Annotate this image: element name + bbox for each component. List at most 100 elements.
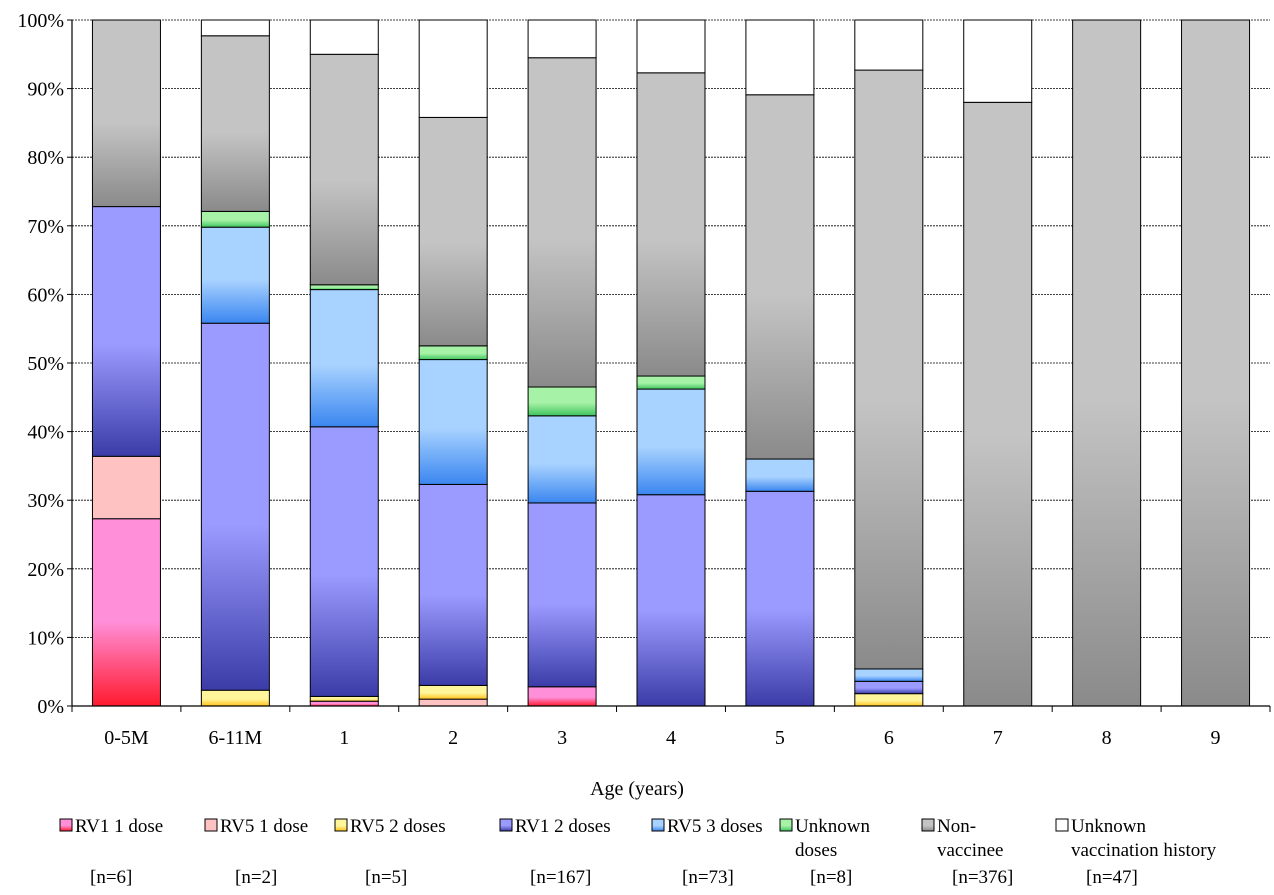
y-tick-labels: 0% 10% 20% 30% 40% 50% 60% 70% 80% 90% 100% — [17, 10, 64, 718]
y-tick-label: 40% — [27, 422, 64, 444]
bar-segment-rv5-2-doses — [854, 693, 924, 707]
x-axis-title: Age (years) — [590, 778, 684, 800]
bar-segment-rv5-1-dose — [91, 455, 161, 520]
x-tick-label: 8 — [1102, 727, 1112, 749]
x-tick-label: 4 — [666, 727, 676, 749]
legend-label: doses — [795, 840, 837, 861]
legend-item-rv5-2-doses: RV5 2 doses [n=5] — [334, 816, 446, 888]
y-tick-label: 50% — [27, 353, 64, 375]
bar-segment-rv5-3-doses — [636, 388, 706, 496]
bar-segment-rv5-3-doses — [200, 226, 270, 324]
bar-segment-non-vaccinee — [200, 35, 270, 212]
legend-swatch — [921, 818, 935, 832]
bar-segment-rv1-2-doses — [854, 680, 924, 695]
legend-count: [n=8] — [810, 867, 852, 888]
legend-swatch — [1055, 818, 1069, 832]
x-tick-label: 6 — [884, 727, 894, 749]
bar-segment-unknown-doses — [309, 284, 379, 291]
bar-segment-rv5-2-doses — [418, 684, 488, 700]
bar-segment-rv1-2-doses — [527, 502, 597, 688]
bar-segment-rv1-2-doses — [309, 426, 379, 697]
x-tick-label: 6-11M — [209, 727, 263, 749]
legend-count: [n=47] — [1086, 867, 1138, 888]
bar-segment-unknown-vaccination-history — [200, 19, 270, 37]
y-tick-label: 20% — [27, 559, 64, 581]
y-tick-label: 100% — [17, 10, 64, 32]
legend-item-unknown-vaccination-history: Unknown vaccination history [n=47] — [1055, 816, 1217, 888]
legend-label: RV5 1 dose — [220, 816, 308, 837]
bar-segment-rv5-3-doses — [745, 458, 815, 492]
bar-segment-unknown-vaccination-history — [527, 19, 597, 59]
x-tick-label: 1 — [339, 727, 349, 749]
y-tick-label: 60% — [27, 284, 64, 306]
bar-segment-rv5-3-doses — [527, 415, 597, 504]
bar-segment-rv1-1-dose — [309, 700, 379, 707]
bar-segment-rv5-2-doses — [309, 695, 379, 702]
legend-item-non-vaccinee: Non-vaccinee [n=376] — [921, 816, 1013, 888]
y-tick-label: 90% — [27, 79, 64, 101]
y-tick-label: 0% — [37, 696, 64, 718]
legend-item-unknown-doses: Unknown doses [n=8] — [779, 816, 870, 888]
y-tick-label: 80% — [27, 147, 64, 169]
legend-count: [n=167] — [530, 867, 591, 888]
bar-segment-unknown-doses — [527, 386, 597, 417]
legend-label: vaccinee — [937, 840, 1003, 861]
bars — [91, 19, 1251, 707]
bar-segment-non-vaccinee — [527, 57, 597, 388]
legend-count: [n=376] — [952, 867, 1013, 888]
bar-segment-unknown-doses — [418, 345, 488, 361]
bar-segment-unknown-vaccination-history — [418, 19, 488, 118]
bar-segment-unknown-doses — [636, 375, 706, 390]
bar-segment-non-vaccinee — [854, 69, 924, 670]
legend-item-rv5-3-doses: RV5 3 doses [n=73] — [651, 816, 763, 888]
bar-segment-rv1-2-doses — [200, 322, 270, 691]
bar-segment-rv1-2-doses — [636, 494, 706, 707]
legend-swatch — [334, 818, 348, 832]
legend-swatch — [204, 818, 218, 832]
bar-segment-unknown-vaccination-history — [963, 19, 1033, 103]
legend-label: RV5 2 doses — [350, 816, 446, 837]
bar-segment-non-vaccinee — [418, 116, 488, 347]
legend-count: [n=2] — [235, 867, 277, 888]
bar-segment-rv1-2-doses — [418, 483, 488, 686]
y-tick-label: 70% — [27, 216, 64, 238]
legend-label: RV1 1 dose — [75, 816, 163, 837]
legend-count: [n=73] — [682, 867, 734, 888]
bar-segment-unknown-vaccination-history — [854, 19, 924, 71]
legend-swatch — [779, 818, 793, 832]
legend-swatch — [59, 818, 73, 832]
legend-label: Unknown — [795, 816, 870, 837]
bar-segment-non-vaccinee — [91, 19, 161, 208]
legend-label: RV5 3 doses — [667, 816, 763, 837]
bar-segment-rv5-1-dose — [418, 698, 488, 707]
bar-segment-unknown-vaccination-history — [745, 19, 815, 96]
legend: RV1 1 dose [n=6] RV5 1 dose [n=2] RV5 2 dose… — [59, 816, 1217, 888]
bar-segment-unknown-vaccination-history — [309, 19, 379, 55]
legend-item-rv5-1-dose: RV5 1 dose [n=2] — [204, 816, 308, 888]
legend-swatch — [651, 818, 665, 832]
legend-swatch — [499, 818, 513, 832]
legend-label: RV1 2 doses — [515, 816, 611, 837]
legend-count: [n=6] — [90, 867, 132, 888]
y-tick-label: 10% — [27, 627, 64, 649]
legend-label: vaccination history — [1071, 840, 1217, 861]
bar-segment-rv1-2-doses — [91, 206, 161, 457]
bar-segment-rv1-2-doses — [745, 490, 815, 707]
bar-segment-non-vaccinee — [963, 101, 1033, 707]
legend-item-rv1-2-doses: RV1 2 doses [n=167] — [499, 816, 611, 888]
bar-segment-non-vaccinee — [636, 72, 706, 377]
x-tick-label: 9 — [1211, 727, 1221, 749]
bar-segment-non-vaccinee — [745, 94, 815, 460]
x-tick-label: 3 — [557, 727, 567, 749]
y-tick-label: 30% — [27, 490, 64, 512]
bar-segment-rv1-1-dose — [91, 518, 161, 707]
x-tick-label: 0-5M — [104, 727, 149, 749]
legend-label: Unknown — [1071, 816, 1146, 837]
bar-segment-rv1-1-dose — [527, 686, 597, 707]
x-tick-labels: 0-5M 6-11M 1 2 3 4 5 6 7 8 9 — [104, 727, 1220, 749]
bar-segment-unknown-vaccination-history — [636, 19, 706, 74]
x-tick-label: 2 — [448, 727, 458, 749]
legend-label: Non- — [937, 816, 976, 837]
x-tick-label: 5 — [775, 727, 785, 749]
